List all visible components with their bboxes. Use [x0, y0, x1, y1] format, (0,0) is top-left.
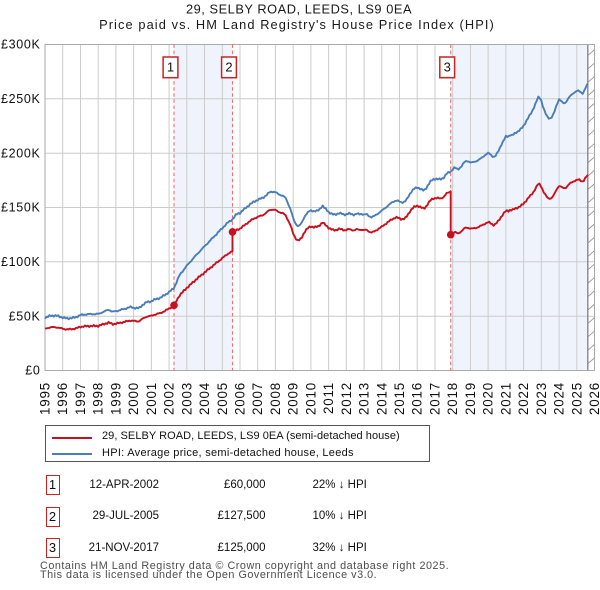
svg-text:2003: 2003: [179, 382, 194, 415]
svg-text:1: 1: [167, 60, 174, 75]
svg-text:2002: 2002: [162, 382, 177, 415]
svg-text:2011: 2011: [321, 382, 336, 414]
svg-text:2008: 2008: [268, 382, 283, 415]
svg-text:3: 3: [444, 60, 451, 75]
svg-text:2009: 2009: [286, 382, 301, 415]
svg-text:£300K: £300K: [1, 38, 41, 52]
svg-text:1996: 1996: [55, 382, 70, 415]
svg-text:2014: 2014: [374, 382, 389, 415]
svg-text:2020: 2020: [481, 382, 496, 415]
svg-text:2000: 2000: [126, 382, 141, 415]
svg-text:£250K: £250K: [1, 92, 41, 106]
svg-text:2007: 2007: [250, 382, 265, 415]
svg-text:2022: 2022: [516, 382, 531, 415]
svg-text:1998: 1998: [91, 382, 106, 415]
svg-text:2: 2: [225, 60, 232, 75]
svg-text:2018: 2018: [445, 382, 460, 415]
svg-text:2017: 2017: [428, 382, 443, 415]
svg-text:2001: 2001: [144, 382, 159, 415]
svg-text:1995: 1995: [38, 382, 53, 415]
svg-text:2026: 2026: [587, 382, 600, 415]
svg-text:2016: 2016: [410, 382, 425, 415]
svg-text:2013: 2013: [357, 382, 372, 415]
svg-text:2005: 2005: [215, 382, 230, 415]
svg-text:2012: 2012: [339, 382, 354, 415]
svg-text:1997: 1997: [73, 382, 88, 415]
svg-text:2006: 2006: [233, 382, 248, 415]
svg-text:1999: 1999: [108, 382, 123, 415]
svg-text:£100K: £100K: [1, 255, 41, 269]
svg-text:2004: 2004: [197, 382, 212, 415]
svg-text:£200K: £200K: [1, 146, 41, 160]
svg-text:2023: 2023: [534, 382, 549, 415]
svg-text:2024: 2024: [552, 382, 567, 415]
svg-text:£50K: £50K: [9, 309, 41, 323]
svg-text:£0: £0: [25, 364, 40, 378]
svg-text:2021: 2021: [498, 382, 513, 415]
svg-text:£150K: £150K: [1, 201, 41, 215]
svg-text:2019: 2019: [463, 382, 478, 415]
svg-text:2015: 2015: [392, 382, 407, 415]
svg-text:29, SELBY ROAD, LEEDS, LS9 0EA: 29, SELBY ROAD, LEEDS, LS9 0EA: [186, 2, 412, 17]
svg-text:2025: 2025: [569, 382, 584, 415]
svg-text:Price paid vs. HM Land Registr: Price paid vs. HM Land Registry's House …: [99, 17, 495, 32]
svg-text:2010: 2010: [303, 382, 318, 415]
